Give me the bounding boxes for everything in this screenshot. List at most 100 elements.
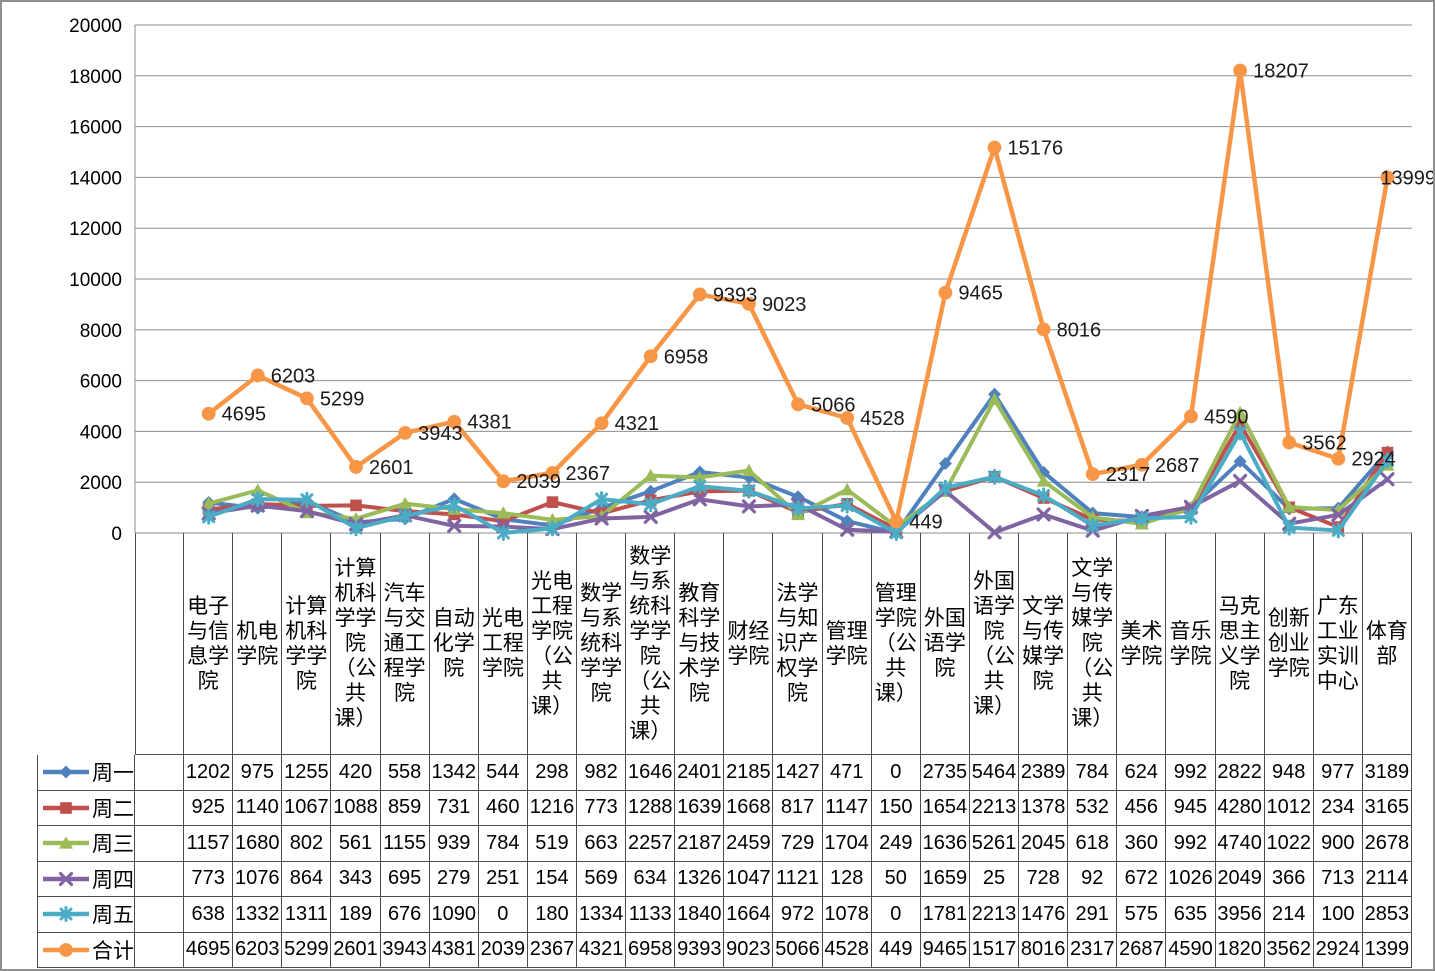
data-point-marker <box>987 525 1002 540</box>
table-cell: 859 <box>380 790 430 826</box>
data-point-marker <box>1282 500 1297 513</box>
table-cell: 1680 <box>233 826 283 862</box>
table-cell: 2601 <box>331 932 381 968</box>
data-point-marker <box>250 368 265 383</box>
data-label: 4321 <box>615 413 660 435</box>
x-marker-icon <box>741 499 757 514</box>
table-cell: 1202 <box>184 755 234 791</box>
x-marker-icon <box>447 518 462 534</box>
data-label: 4695 <box>222 404 267 426</box>
data-label: 2367 <box>565 463 610 485</box>
table-cell: 672 <box>1117 861 1167 897</box>
table-cell: 802 <box>282 826 332 862</box>
x-marker-icon <box>58 871 74 886</box>
table-cell: 992 <box>1166 755 1216 791</box>
x-marker-icon <box>1380 472 1395 487</box>
data-label: 449 <box>909 512 942 534</box>
asterisk-marker-icon <box>202 508 216 525</box>
legend-label: 周二 <box>92 796 134 821</box>
data-point-marker <box>1233 63 1247 78</box>
asterisk-marker-icon <box>1233 424 1247 441</box>
table-cell: 5464 <box>969 755 1020 791</box>
triangle-marker-icon <box>250 483 265 496</box>
table-cell: 1022 <box>1264 826 1314 862</box>
category-label: 文学与传媒学院 <box>1019 533 1069 755</box>
data-label: 2924 <box>1351 449 1396 471</box>
table-cell: 773 <box>184 861 234 897</box>
data-point-marker <box>595 491 609 508</box>
y-axis-tick-label: 4000 <box>80 422 122 443</box>
y-axis-tick-label: 0 <box>111 524 122 545</box>
data-point-marker <box>741 499 757 514</box>
data-point-marker <box>299 503 315 519</box>
data-label: 8016 <box>1057 319 1102 341</box>
table-cell: 558 <box>380 755 430 791</box>
data-label: 4590 <box>1204 406 1249 428</box>
category-label: 汽车与交通工程学院 <box>380 533 430 755</box>
legend-item: 周一 <box>37 755 135 791</box>
data-label: 13999 <box>1380 167 1435 189</box>
diamond-marker-icon <box>1233 454 1247 468</box>
category-label: 音乐学院 <box>1166 533 1216 755</box>
table-cell: 249 <box>871 826 921 862</box>
data-point-marker <box>1134 457 1149 472</box>
table-cell: 1326 <box>675 861 725 897</box>
table-cell: 154 <box>527 861 578 897</box>
data-point-marker <box>742 296 756 311</box>
table-cell: 864 <box>282 861 332 897</box>
data-point-marker <box>350 499 362 512</box>
data-label: 5299 <box>320 388 365 410</box>
data-label: 3943 <box>418 423 463 445</box>
table-cell: 5261 <box>969 826 1020 862</box>
category-label: 外国语学院（公共课） <box>969 533 1020 755</box>
triangle-marker-icon <box>1036 474 1051 487</box>
data-point-marker <box>1036 474 1051 487</box>
table-cell: 4381 <box>429 932 479 968</box>
table-cell: 1840 <box>675 897 725 933</box>
data-point-marker <box>349 460 363 474</box>
square-marker-icon <box>497 515 510 528</box>
circle-marker-icon <box>643 349 658 364</box>
table-cell: 713 <box>1313 861 1363 897</box>
circle-marker-icon <box>1233 63 1247 78</box>
table-cell: 1026 <box>1166 861 1216 897</box>
data-point-marker <box>496 506 511 519</box>
table-cell: 624 <box>1117 755 1167 791</box>
data-label: 18207 <box>1253 61 1309 83</box>
square-marker-icon <box>1234 418 1246 431</box>
circle-marker-icon <box>1184 409 1198 424</box>
table-cell: 729 <box>773 826 823 862</box>
table-cell: 519 <box>527 826 578 862</box>
asterisk-marker-icon <box>1380 452 1394 469</box>
table-cell: 1517 <box>969 932 1020 968</box>
y-axis-tick-label: 8000 <box>80 321 122 342</box>
table-cell: 449 <box>871 932 921 968</box>
category-label: 法学与知识产权学院 <box>773 533 823 755</box>
table-cell: 2213 <box>969 790 1020 826</box>
triangle-marker-icon <box>201 496 216 510</box>
data-point-marker <box>398 507 412 524</box>
asterisk-marker-icon <box>840 497 854 514</box>
circle-marker-icon <box>742 296 756 311</box>
table-cell: 561 <box>331 826 381 862</box>
table-cell: 2822 <box>1215 755 1265 791</box>
table-cell: 214 <box>1264 897 1314 933</box>
table-cell: 2045 <box>1019 826 1069 862</box>
table-cell: 2187 <box>675 826 725 862</box>
data-point-marker <box>938 285 953 300</box>
data-point-marker <box>447 497 461 514</box>
table-cell: 2367 <box>527 932 578 968</box>
table-cell: 279 <box>429 861 479 897</box>
asterisk-marker-icon <box>791 500 805 517</box>
circle-marker-icon <box>1282 435 1297 450</box>
table-cell: 773 <box>577 790 627 826</box>
category-label: 文学与传媒学院（公共课） <box>1068 533 1118 755</box>
table-cell: 1659 <box>920 861 970 897</box>
asterisk-marker-icon <box>693 478 707 495</box>
y-axis-tick-label: 12000 <box>69 219 122 240</box>
data-point-marker <box>938 457 952 471</box>
data-point-marker <box>1233 454 1247 468</box>
data-point-marker <box>643 349 658 364</box>
legend-label: 周三 <box>92 832 134 857</box>
